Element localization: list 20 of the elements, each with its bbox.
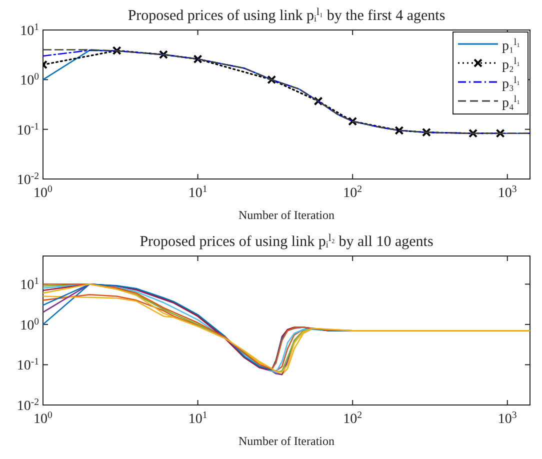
y-tick-label: 10$^{-1}$ [16,356,40,374]
x-tick-label: 10$^{3}$ [498,184,517,201]
y-tick-label: 10$^{1}$ [20,276,40,294]
x-tick-label: 10$^{1}$ [188,184,208,201]
chart-title: Proposed prices of using link pᵢ$^{l₂}$ by all 10 agents [140,232,434,250]
x-tick-label: 10$^{2}$ [343,410,362,427]
y-tick-label: 10$^{0}$ [20,71,40,89]
y-tick-label: 10$^{-1}$ [16,120,40,138]
y-tick-label: 10$^{0}$ [20,316,40,334]
x-tick-label: 10$^{3}$ [498,410,517,427]
legend-label: p₂$^{l₁}$ [502,56,520,73]
x-axis-title: Number of Iteration [238,208,334,222]
chart-title: Proposed prices of using link pᵢ$^{l₁}$ by the first 4 agents [128,6,446,24]
legend-label: p₁$^{l₁}$ [502,36,520,54]
x-axis-title: Number of Iteration [238,434,334,448]
x-tick-label: 10$^{2}$ [343,184,362,201]
x-tick-label: 10$^{1}$ [188,410,208,427]
legend-label: p₃$^{l₁}$ [502,74,520,92]
y-tick-label: 10$^{1}$ [20,22,40,39]
legend-label: p₄$^{l₁}$ [502,94,520,111]
